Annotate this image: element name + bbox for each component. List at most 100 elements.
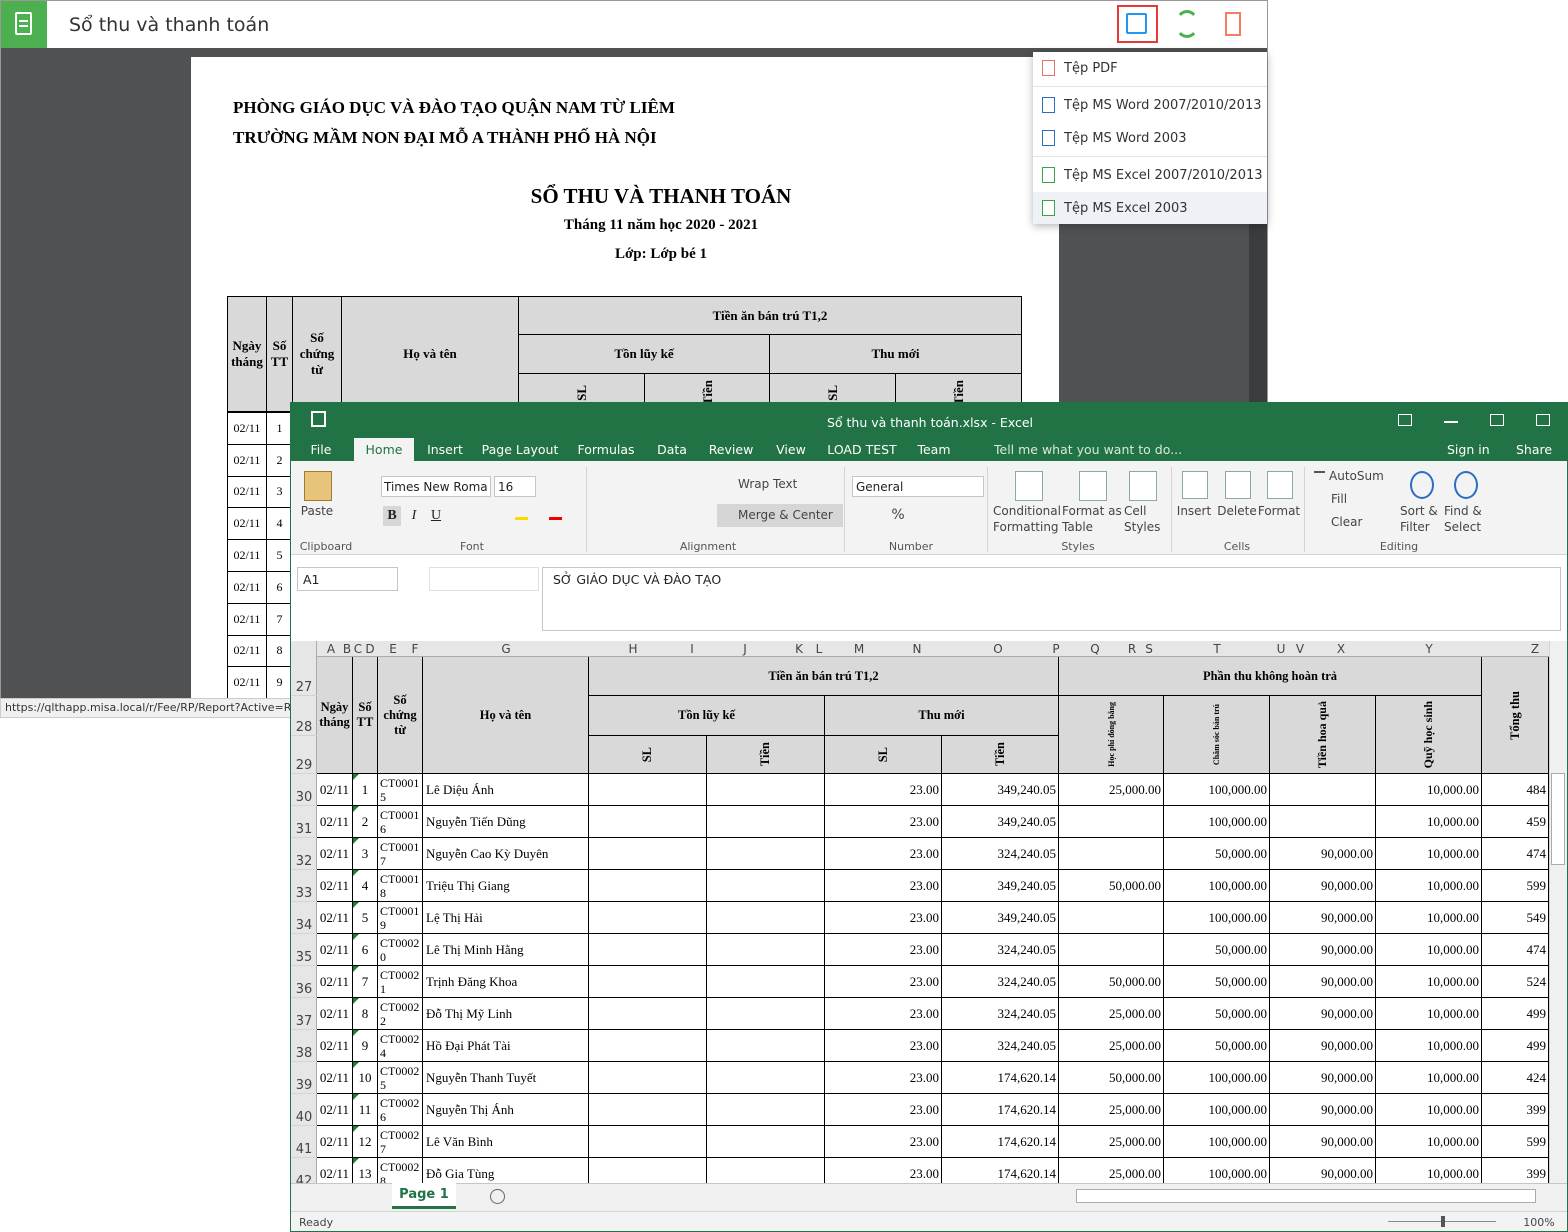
ribbon-tab[interactable]: File bbox=[310, 442, 332, 457]
window-control[interactable] bbox=[1398, 414, 1412, 426]
sigma-icon bbox=[1314, 471, 1325, 483]
data-cell: 349,240.05 bbox=[942, 774, 1059, 806]
row-number: 41 bbox=[291, 1126, 317, 1158]
fill[interactable]: Fill bbox=[1331, 492, 1348, 506]
save-button[interactable] bbox=[1117, 5, 1158, 43]
group-label: Styles bbox=[1061, 539, 1095, 553]
window-control[interactable] bbox=[1444, 421, 1458, 423]
empty-cell bbox=[589, 838, 707, 870]
ribbon-tab[interactable]: Formulas bbox=[577, 442, 635, 457]
date-cell: 02/11 bbox=[227, 412, 267, 445]
font-name[interactable]: Times New Roma bbox=[384, 479, 488, 494]
date-cell: 02/11 bbox=[227, 475, 267, 509]
share[interactable]: Share bbox=[1516, 442, 1553, 457]
empty-cell bbox=[589, 998, 707, 1030]
highlight-color bbox=[515, 517, 528, 520]
tell-me[interactable]: Tell me what you want to do... bbox=[994, 442, 1183, 457]
row-number: 34 bbox=[291, 902, 317, 934]
sign-in[interactable]: Sign in bbox=[1447, 442, 1490, 457]
percent-button[interactable]: % bbox=[891, 507, 905, 523]
ribbon-tab[interactable]: Insert bbox=[427, 442, 463, 457]
stt-cell: 2 bbox=[266, 443, 293, 477]
ribbon-tab[interactable]: Page Layout bbox=[481, 442, 559, 457]
window-control[interactable] bbox=[1536, 414, 1550, 426]
number-format[interactable]: General bbox=[856, 479, 904, 494]
menu-item[interactable]: Tệp MS Excel 2003 bbox=[1033, 192, 1267, 224]
empty-cell bbox=[1059, 934, 1164, 966]
zoom-level[interactable]: 100% bbox=[1523, 1215, 1555, 1229]
header-cell: Thu mới bbox=[825, 696, 1059, 736]
menu-item[interactable]: Tệp MS Word 2003 bbox=[1064, 130, 1187, 146]
zoom-thumb[interactable] bbox=[1441, 1216, 1445, 1227]
data-cell: CT00018 bbox=[378, 870, 423, 902]
group-label: Editing bbox=[1379, 539, 1419, 553]
empty-cell bbox=[707, 1126, 825, 1158]
data-cell: 499 bbox=[1482, 998, 1549, 1030]
error-indicator bbox=[353, 934, 359, 940]
date-cell: 02/11 bbox=[227, 571, 267, 604]
data-cell: Nguyễn Thị Ánh bbox=[423, 1094, 589, 1126]
vertical-label: Tiền bbox=[992, 742, 1007, 767]
font-style-button[interactable]: U bbox=[430, 508, 442, 523]
data-cell: 100,000.00 bbox=[1164, 1126, 1270, 1158]
cells-button[interactable]: Insert bbox=[1176, 504, 1212, 518]
cells-button[interactable]: Delete bbox=[1217, 504, 1257, 518]
empty-cell bbox=[589, 902, 707, 934]
edit-button[interactable]: Find & Select bbox=[1444, 504, 1482, 534]
ribbon-tab[interactable]: Team bbox=[917, 442, 951, 457]
empty-cell bbox=[589, 774, 707, 806]
scroll-thumb[interactable] bbox=[1551, 773, 1565, 865]
ribbon-tab[interactable]: View bbox=[776, 442, 806, 457]
sheet-tab[interactable]: Page 1 bbox=[392, 1183, 456, 1209]
column-header: R bbox=[1127, 642, 1137, 656]
menu-item[interactable]: Tệp MS Excel 2007/2010/2013 bbox=[1064, 167, 1263, 183]
edit-icon bbox=[1410, 471, 1434, 499]
data-cell: 349,240.05 bbox=[942, 902, 1059, 934]
group-separator bbox=[1171, 467, 1172, 552]
data-cell: 23.00 bbox=[825, 1030, 942, 1062]
add-sheet[interactable] bbox=[490, 1189, 505, 1204]
data-cell: CT00026 bbox=[378, 1094, 423, 1126]
clear[interactable]: Clear bbox=[1331, 515, 1363, 529]
ribbon-tab[interactable]: Data bbox=[657, 442, 687, 457]
autosum[interactable]: AutoSum bbox=[1329, 469, 1384, 483]
window-control[interactable] bbox=[1490, 414, 1504, 426]
column-header: V bbox=[1295, 642, 1305, 656]
column-header: N bbox=[912, 642, 922, 656]
stt-cell: 8 bbox=[266, 634, 293, 668]
style-button[interactable]: Conditional Formatting bbox=[993, 504, 1061, 534]
font-style-button[interactable]: B bbox=[383, 506, 401, 526]
data-cell: 02/11 bbox=[317, 870, 353, 902]
formula-text[interactable]: SỞ GIÁO DỤC VÀ ĐÀO TẠO bbox=[553, 571, 722, 587]
ribbon-tab[interactable]: Review bbox=[708, 442, 754, 457]
header-cell: Quỹ học sinh bbox=[1376, 696, 1482, 774]
style-button[interactable]: Format as Table bbox=[1062, 504, 1122, 534]
merge-center[interactable]: Merge & Center bbox=[738, 508, 833, 522]
horizontal-scrollbar[interactable] bbox=[1076, 1189, 1536, 1203]
edit-button[interactable]: Sort & Filter bbox=[1400, 504, 1438, 534]
data-cell: 459 bbox=[1482, 806, 1549, 838]
qat-save[interactable] bbox=[311, 411, 326, 427]
font-style-button[interactable]: I bbox=[411, 508, 417, 523]
paste-button[interactable]: Paste bbox=[300, 504, 334, 518]
vertical-label: SL bbox=[640, 746, 654, 763]
vertical-scrollbar[interactable] bbox=[1549, 641, 1567, 1183]
menu-item[interactable]: Tệp MS Word 2007/2010/2013 bbox=[1064, 97, 1262, 113]
column-header: B bbox=[342, 642, 352, 656]
data-cell: Nguyễn Thanh Tuyết bbox=[423, 1062, 589, 1094]
cell-icon bbox=[1225, 471, 1251, 499]
exit-button[interactable] bbox=[1225, 12, 1241, 36]
ribbon-tab[interactable]: Home bbox=[354, 438, 414, 461]
cells-button[interactable]: Format bbox=[1257, 504, 1301, 518]
header-cell: Số TT bbox=[266, 296, 293, 412]
refresh-button[interactable] bbox=[1175, 10, 1199, 38]
error-indicator bbox=[353, 774, 359, 780]
vertical-label: Tổng thu bbox=[1507, 690, 1522, 740]
style-button[interactable]: Cell Styles bbox=[1124, 504, 1161, 534]
wrap-text[interactable]: Wrap Text bbox=[738, 477, 798, 491]
ribbon-tab[interactable]: LOAD TEST bbox=[827, 442, 897, 457]
name-box[interactable]: A1 bbox=[303, 571, 320, 587]
menu-item[interactable]: Tệp PDF bbox=[1064, 60, 1118, 76]
font-size[interactable]: 16 bbox=[498, 479, 514, 494]
data-cell: 100,000.00 bbox=[1164, 870, 1270, 902]
